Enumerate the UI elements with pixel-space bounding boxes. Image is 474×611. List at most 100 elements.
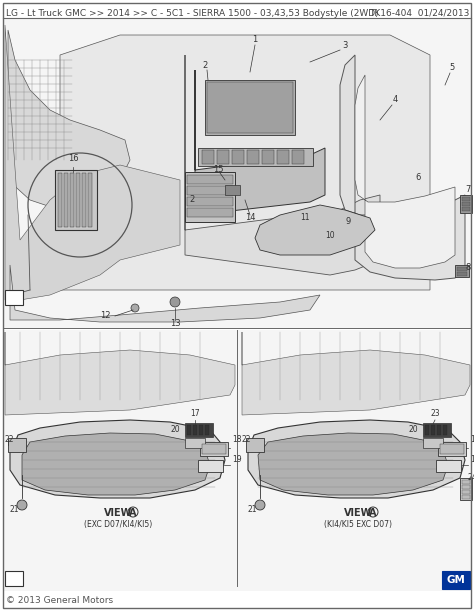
Text: 21: 21 <box>248 505 257 514</box>
FancyBboxPatch shape <box>207 82 293 133</box>
Text: 3: 3 <box>342 40 348 49</box>
FancyBboxPatch shape <box>198 148 313 166</box>
FancyBboxPatch shape <box>58 173 62 227</box>
Text: 13: 13 <box>170 318 180 327</box>
Polygon shape <box>3 18 471 328</box>
Text: 20: 20 <box>170 425 180 434</box>
FancyBboxPatch shape <box>5 571 23 586</box>
FancyBboxPatch shape <box>438 442 466 456</box>
Circle shape <box>131 304 139 312</box>
Text: 10: 10 <box>325 230 335 240</box>
Text: 23: 23 <box>430 409 440 418</box>
Text: 7: 7 <box>465 186 471 194</box>
Circle shape <box>255 500 265 510</box>
Polygon shape <box>242 332 470 415</box>
Text: VIEW: VIEW <box>344 508 372 518</box>
Text: 1: 1 <box>252 35 258 45</box>
FancyBboxPatch shape <box>462 202 470 206</box>
Polygon shape <box>255 205 375 255</box>
FancyBboxPatch shape <box>198 460 223 472</box>
FancyBboxPatch shape <box>199 425 203 435</box>
FancyBboxPatch shape <box>462 485 470 489</box>
FancyBboxPatch shape <box>187 175 233 184</box>
FancyBboxPatch shape <box>423 438 443 448</box>
FancyBboxPatch shape <box>185 423 213 437</box>
Text: 18: 18 <box>470 436 474 444</box>
Text: 22: 22 <box>5 436 15 444</box>
Text: 14: 14 <box>245 213 255 222</box>
FancyBboxPatch shape <box>64 173 68 227</box>
FancyBboxPatch shape <box>292 150 304 164</box>
Text: A: A <box>10 293 18 301</box>
FancyBboxPatch shape <box>185 438 205 448</box>
FancyBboxPatch shape <box>205 80 295 135</box>
FancyBboxPatch shape <box>202 444 226 454</box>
FancyBboxPatch shape <box>246 438 264 452</box>
FancyBboxPatch shape <box>88 173 92 227</box>
Text: 18: 18 <box>232 436 241 444</box>
FancyBboxPatch shape <box>462 495 470 499</box>
Text: (EXC D07/KI4/KI5): (EXC D07/KI4/KI5) <box>84 520 152 529</box>
Text: (KI4/KI5 EXC D07): (KI4/KI5 EXC D07) <box>324 520 392 529</box>
Polygon shape <box>60 35 430 290</box>
Text: A: A <box>129 508 137 518</box>
Text: VIEW: VIEW <box>104 508 132 518</box>
Text: 21: 21 <box>10 505 19 514</box>
Text: 20: 20 <box>408 425 418 434</box>
FancyBboxPatch shape <box>225 185 240 195</box>
Text: 15: 15 <box>213 166 223 175</box>
FancyBboxPatch shape <box>76 173 80 227</box>
Polygon shape <box>8 30 130 210</box>
Text: GM: GM <box>447 575 465 585</box>
FancyBboxPatch shape <box>247 150 259 164</box>
FancyBboxPatch shape <box>443 425 447 435</box>
FancyBboxPatch shape <box>277 150 289 164</box>
FancyBboxPatch shape <box>457 272 467 276</box>
FancyBboxPatch shape <box>436 460 461 472</box>
Polygon shape <box>22 433 210 495</box>
Text: LG - Lt Truck GMC >> 2014 >> C - 5C1 - SIERRA 1500 - 03,43,53 Bodystyle (2WD): LG - Lt Truck GMC >> 2014 >> C - 5C1 - S… <box>6 9 379 18</box>
FancyBboxPatch shape <box>187 186 233 195</box>
Polygon shape <box>10 420 225 498</box>
Text: © 2013 General Motors: © 2013 General Motors <box>6 596 113 605</box>
FancyBboxPatch shape <box>5 290 23 305</box>
Text: 16: 16 <box>68 154 78 163</box>
FancyBboxPatch shape <box>262 150 274 164</box>
FancyBboxPatch shape <box>202 150 214 164</box>
FancyBboxPatch shape <box>187 208 233 217</box>
FancyBboxPatch shape <box>423 423 451 437</box>
Circle shape <box>170 297 180 307</box>
Text: 19: 19 <box>232 455 242 464</box>
Polygon shape <box>340 55 465 280</box>
FancyBboxPatch shape <box>442 571 470 589</box>
Text: 4: 4 <box>392 95 398 104</box>
FancyBboxPatch shape <box>460 478 472 500</box>
FancyBboxPatch shape <box>462 490 470 494</box>
FancyBboxPatch shape <box>187 425 191 435</box>
Text: 9: 9 <box>346 218 351 227</box>
FancyBboxPatch shape <box>70 173 74 227</box>
Polygon shape <box>258 433 448 495</box>
FancyBboxPatch shape <box>232 150 244 164</box>
Polygon shape <box>195 70 325 215</box>
Text: C: C <box>11 574 18 582</box>
Text: 11: 11 <box>300 213 310 222</box>
FancyBboxPatch shape <box>185 172 235 222</box>
FancyBboxPatch shape <box>437 425 441 435</box>
FancyBboxPatch shape <box>460 195 472 213</box>
Polygon shape <box>5 25 180 300</box>
FancyBboxPatch shape <box>8 438 26 452</box>
Text: TK16-404  01/24/2013: TK16-404 01/24/2013 <box>369 9 469 18</box>
Polygon shape <box>5 332 235 415</box>
Text: 24: 24 <box>468 474 474 483</box>
Polygon shape <box>248 420 465 498</box>
Text: 2: 2 <box>190 196 195 205</box>
FancyBboxPatch shape <box>431 425 435 435</box>
Text: 6: 6 <box>415 174 421 183</box>
Text: 17: 17 <box>190 409 200 418</box>
Text: 8: 8 <box>465 263 471 273</box>
Text: A: A <box>369 508 377 518</box>
FancyBboxPatch shape <box>457 267 467 271</box>
Text: 5: 5 <box>449 64 455 73</box>
FancyBboxPatch shape <box>55 170 97 230</box>
